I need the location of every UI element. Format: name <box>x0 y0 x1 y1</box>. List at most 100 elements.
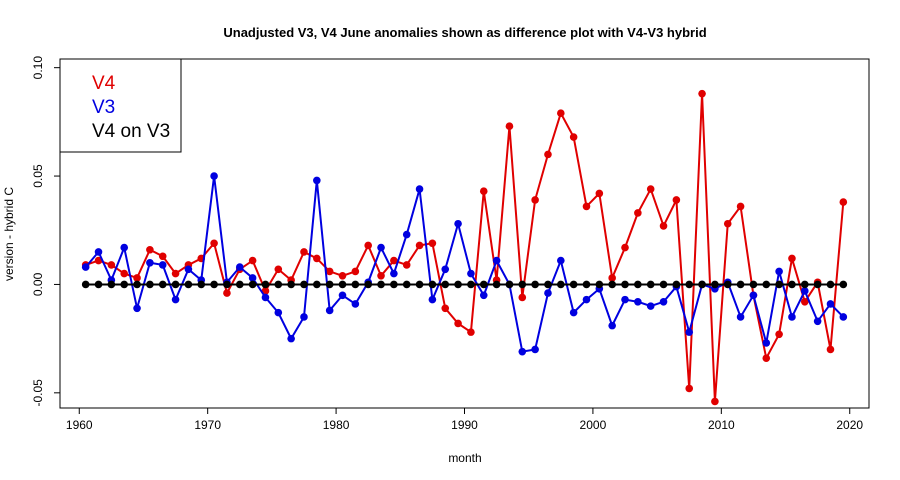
data-point <box>338 280 347 289</box>
data-point <box>826 280 835 289</box>
x-tick-label: 2000 <box>580 418 607 432</box>
y-tick-label: -0.05 <box>31 379 45 407</box>
data-point <box>171 280 180 289</box>
data-point <box>839 198 848 206</box>
y-axis: -0.05 0.00 0.05 0.10 <box>31 56 60 407</box>
data-point <box>133 274 141 282</box>
data-point <box>133 304 141 313</box>
data-point <box>711 280 719 289</box>
data-point <box>364 241 372 250</box>
series-layer <box>81 89 848 406</box>
data-point <box>415 241 424 250</box>
data-point <box>390 256 398 265</box>
series-line <box>84 175 845 353</box>
data-point <box>300 313 308 321</box>
data-point <box>659 280 668 289</box>
data-point <box>646 185 655 193</box>
data-point <box>248 256 257 265</box>
x-tick-label: 1970 <box>194 418 221 432</box>
legend: V4 V3 V4 on V3 <box>59 58 182 153</box>
data-point <box>402 230 411 239</box>
data-point <box>762 354 771 362</box>
x-tick-label: 2010 <box>708 418 735 432</box>
x-tick-label: 2020 <box>836 418 863 432</box>
data-point <box>235 280 244 289</box>
data-point <box>274 265 283 274</box>
data-point <box>223 289 231 297</box>
data-point <box>467 328 475 336</box>
data-point <box>441 280 450 289</box>
data-point <box>81 263 90 271</box>
data-point <box>133 280 141 289</box>
y-axis-label: version - hybrid C <box>2 187 16 281</box>
data-point <box>300 280 308 289</box>
data-point <box>800 280 809 289</box>
data-point <box>158 261 167 269</box>
data-point <box>569 133 578 141</box>
data-point <box>415 185 424 193</box>
data-point <box>621 243 629 252</box>
x-tick-label: 1980 <box>323 418 350 432</box>
data-point <box>788 254 796 263</box>
data-point <box>608 280 616 289</box>
data-point <box>94 280 103 289</box>
data-point <box>184 265 193 274</box>
data-point <box>171 269 180 278</box>
data-point <box>531 280 539 289</box>
data-point <box>325 306 334 315</box>
data-point <box>813 317 822 326</box>
data-point <box>621 295 629 304</box>
data-point <box>634 297 642 306</box>
data-point <box>146 245 154 254</box>
data-point <box>582 280 591 289</box>
data-point <box>184 280 193 289</box>
legend-entry: V4 <box>92 73 116 94</box>
data-point <box>351 267 360 276</box>
data-point <box>274 308 283 317</box>
data-point <box>351 280 360 289</box>
data-point <box>313 254 321 263</box>
data-point <box>775 267 783 276</box>
data-point <box>518 293 527 302</box>
x-axis: 1960 1970 1980 1990 2000 2010 2020 <box>66 408 863 432</box>
y-tick-label: 0.10 <box>31 56 45 80</box>
data-point <box>582 295 591 304</box>
data-point <box>210 239 218 248</box>
data-point <box>377 280 385 289</box>
data-point <box>325 280 334 289</box>
data-point <box>775 280 783 289</box>
data-point <box>505 280 514 289</box>
data-point <box>749 280 758 289</box>
data-point <box>531 345 539 354</box>
chart-title: Unadjusted V3, V4 June anomalies shown a… <box>223 25 706 40</box>
data-point <box>454 219 462 228</box>
data-point <box>544 280 552 289</box>
data-point <box>223 280 231 289</box>
y-tick-label: 0.05 <box>31 164 45 188</box>
data-point <box>839 280 848 289</box>
data-point <box>698 280 706 289</box>
data-point <box>711 397 719 406</box>
data-point <box>325 267 334 276</box>
data-point <box>197 280 206 289</box>
data-point <box>736 202 745 211</box>
data-point <box>569 280 578 289</box>
data-point <box>274 280 283 289</box>
data-point <box>518 347 527 356</box>
data-point <box>313 176 321 185</box>
data-point <box>813 280 822 289</box>
data-point <box>518 280 527 289</box>
data-point <box>248 274 257 282</box>
legend-entry: V4 on V3 <box>92 121 170 142</box>
data-point <box>736 280 745 289</box>
data-point <box>94 256 103 265</box>
data-point <box>428 239 437 248</box>
data-point <box>826 300 835 308</box>
data-point <box>313 280 321 289</box>
data-point <box>492 256 501 265</box>
data-point <box>672 196 681 204</box>
data-point <box>261 293 270 302</box>
data-point <box>800 297 809 306</box>
data-point <box>390 269 398 278</box>
